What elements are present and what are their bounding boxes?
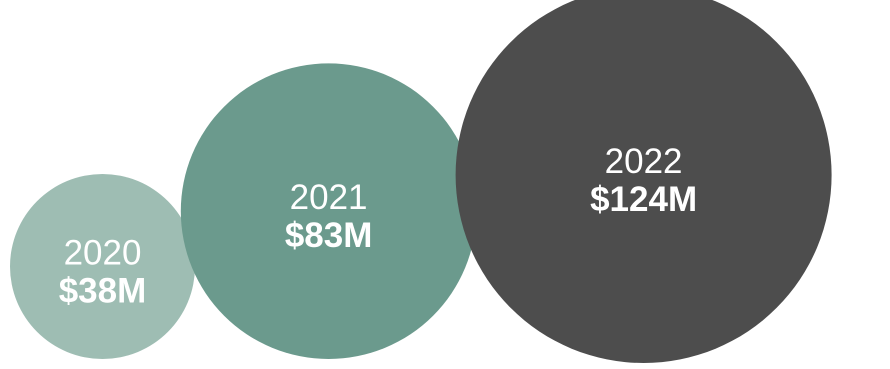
bubble-value-label: $83M <box>285 216 373 255</box>
bubble-2022 <box>455 0 832 363</box>
bubbles-layer <box>10 0 832 363</box>
bubble-value-label: $124M <box>590 180 697 219</box>
bubble-2021 <box>180 63 477 359</box>
bubble-value-label: $38M <box>59 272 147 311</box>
bubble-year-label: 2022 <box>605 142 683 181</box>
labels-layer: 2020$38M 2021$83M 2022$124M <box>59 142 697 311</box>
bubble-year-label: 2021 <box>290 178 368 217</box>
bubble-year-label: 2020 <box>64 234 142 273</box>
bubble-2020 <box>10 174 195 359</box>
